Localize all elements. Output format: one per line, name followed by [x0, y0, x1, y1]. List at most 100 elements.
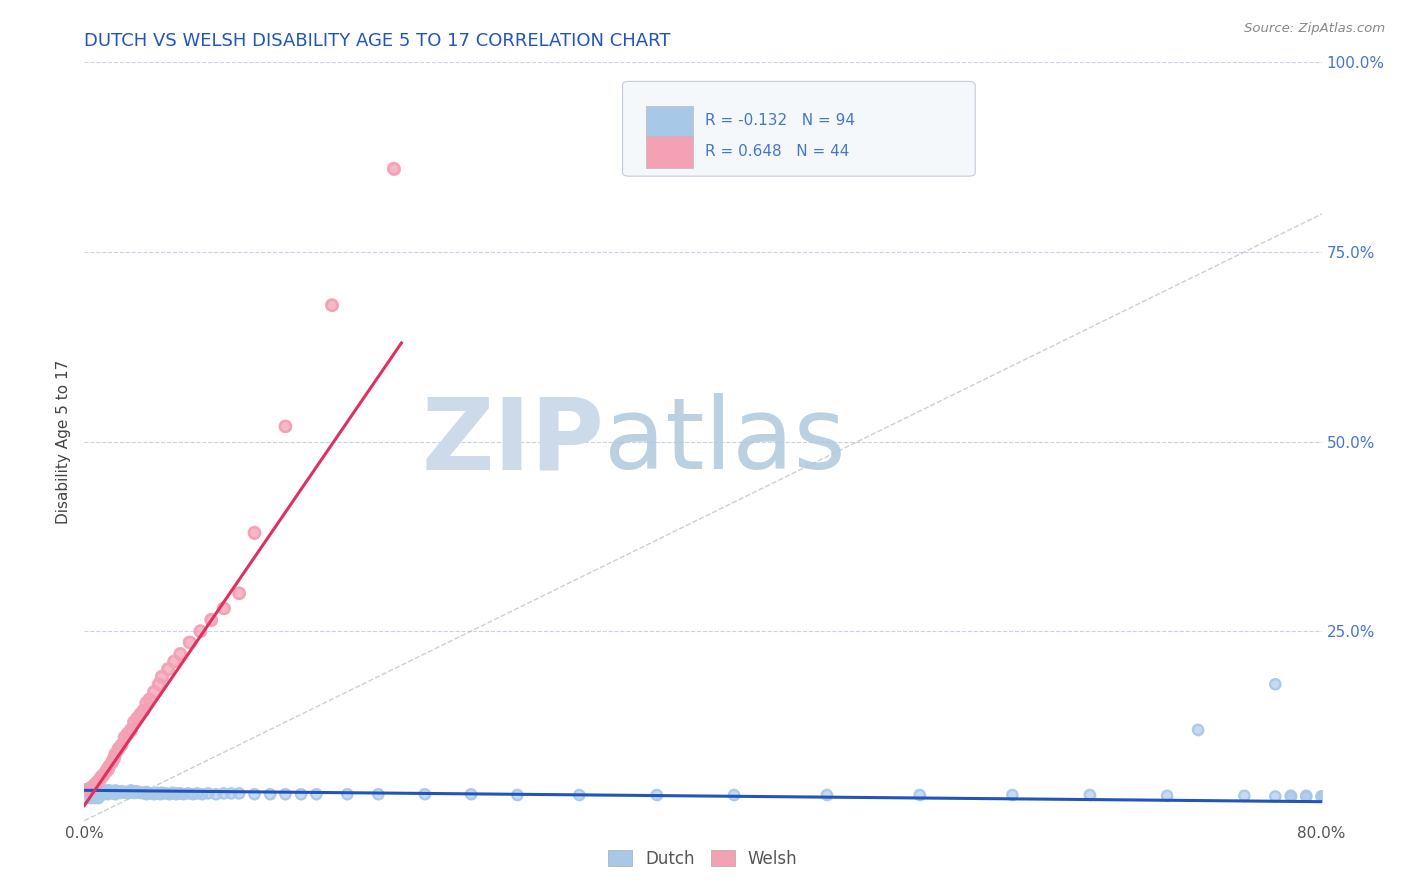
Point [143, 685, 166, 699]
Point [186, 786, 208, 800]
Point [1264, 677, 1286, 691]
Point [460, 787, 482, 801]
Point [115, 786, 138, 800]
Point [101, 755, 124, 769]
Point [76, 783, 98, 797]
Point [110, 784, 132, 798]
Point [98, 783, 121, 797]
Point [568, 788, 591, 802]
Point [197, 786, 219, 800]
Point [79, 791, 101, 805]
Point [1001, 788, 1024, 802]
Point [76, 791, 98, 805]
Point [1187, 723, 1209, 737]
Point [274, 787, 297, 801]
Point [77, 783, 100, 797]
Point [413, 787, 436, 801]
Point [104, 747, 127, 761]
Point [121, 785, 143, 799]
Point [108, 786, 131, 800]
Point [89, 787, 111, 801]
Point [101, 785, 124, 799]
Text: R = -0.132   N = 94: R = -0.132 N = 94 [706, 113, 855, 128]
Point [89, 772, 111, 786]
Point [77, 783, 100, 797]
Point [89, 783, 111, 797]
Point [169, 647, 191, 661]
Point [84, 777, 107, 791]
Point [84, 777, 107, 791]
Bar [647, 136, 693, 168]
Point [91, 768, 114, 782]
Point [290, 787, 312, 801]
Point [105, 785, 128, 799]
Point [135, 785, 157, 799]
Point [96, 783, 118, 797]
Point [89, 772, 111, 786]
Point [104, 783, 127, 797]
Point [163, 655, 186, 669]
Point [146, 786, 169, 800]
Point [367, 787, 389, 801]
Point [152, 786, 174, 800]
Point [150, 669, 173, 683]
Point [107, 741, 129, 756]
Point [367, 787, 389, 801]
Point [124, 784, 146, 798]
Point [382, 161, 405, 176]
Point [122, 786, 145, 800]
Point [120, 723, 142, 737]
Point [321, 298, 343, 312]
Point [181, 787, 204, 801]
Point [110, 738, 132, 752]
Point [228, 786, 250, 800]
Point [104, 787, 127, 801]
Point [101, 785, 124, 799]
Point [132, 704, 155, 718]
Point [166, 786, 188, 800]
Point [219, 786, 242, 800]
Point [148, 786, 170, 800]
Point [124, 784, 146, 798]
Point [1187, 723, 1209, 737]
Point [136, 786, 159, 800]
Point [181, 787, 204, 801]
Point [1264, 789, 1286, 804]
Point [98, 783, 121, 797]
Point [212, 786, 235, 800]
Point [165, 787, 187, 801]
Point [159, 787, 180, 801]
Point [91, 768, 114, 782]
Point [219, 786, 242, 800]
Point [94, 764, 117, 779]
Point [179, 635, 201, 649]
Point [103, 751, 125, 765]
Point [86, 776, 108, 790]
Point [100, 785, 122, 799]
Point [336, 787, 359, 801]
Point [135, 696, 157, 710]
Point [104, 747, 127, 761]
Point [91, 783, 114, 797]
Y-axis label: Disability Age 5 to 17: Disability Age 5 to 17 [56, 359, 72, 524]
Point [129, 707, 152, 722]
Point [105, 785, 128, 799]
Point [1233, 789, 1256, 803]
Point [125, 711, 148, 725]
Point [104, 783, 127, 797]
Point [188, 624, 211, 639]
Point [205, 787, 228, 801]
Point [121, 785, 143, 799]
Point [93, 787, 115, 801]
Point [138, 692, 160, 706]
Point [138, 692, 160, 706]
Point [96, 762, 118, 776]
Point [815, 788, 838, 802]
Point [243, 787, 266, 801]
Point [413, 787, 436, 801]
Point [98, 759, 121, 773]
Point [136, 786, 159, 800]
Point [129, 707, 152, 722]
Point [150, 786, 173, 800]
Point [120, 783, 142, 797]
